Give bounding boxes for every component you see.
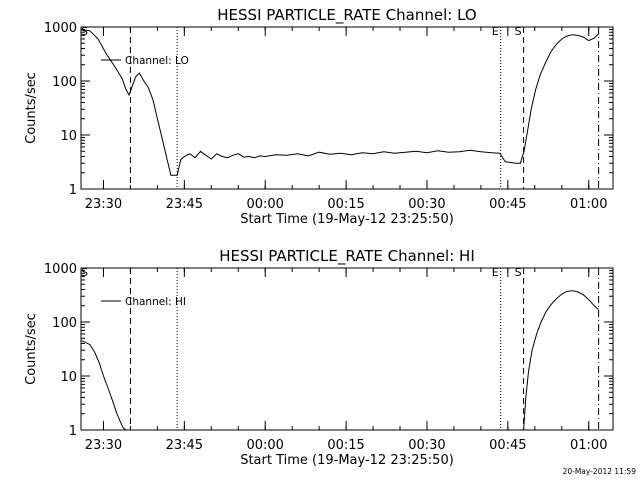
x-tick-label: 00:30 <box>408 197 445 212</box>
series-line <box>80 340 127 431</box>
y-tick-label: 10 <box>60 129 77 144</box>
plot-frame <box>80 26 614 190</box>
panel-lo: HESSI PARTICLE_RATE Channel: LO 1 10 100 100… <box>24 6 614 227</box>
y-tick-label: 1 <box>69 183 77 198</box>
chart-title: HESSI PARTICLE_RATE Channel: LO <box>217 6 476 25</box>
x-tick-label: 00:45 <box>489 197 526 212</box>
y-axis-label: Counts/sec <box>24 72 39 144</box>
chart-title: HESSI PARTICLE_RATE Channel: HI <box>219 247 475 266</box>
x-tick-label: 23:30 <box>85 197 122 212</box>
y-tick-label: 100 <box>52 75 77 90</box>
marker-annotation: S <box>515 266 522 279</box>
x-tick-label: 00:15 <box>327 438 364 453</box>
x-tick-label: 00:30 <box>408 438 445 453</box>
series-line <box>523 290 599 431</box>
x-tick-label: 01:00 <box>570 438 607 453</box>
marker-annotation: S <box>81 266 88 279</box>
x-tick-label: 00:15 <box>327 197 364 212</box>
y-tick-label: 10 <box>60 370 77 385</box>
marker-annotation: E <box>492 266 499 279</box>
marker-annotation: E <box>492 25 499 38</box>
series-line <box>80 29 599 176</box>
x-axis-label: Start Time (19-May-12 23:25:50) <box>240 212 454 227</box>
x-tick-label: 01:00 <box>570 197 607 212</box>
x-tick-label: 00:00 <box>246 438 283 453</box>
marker-annotation: S <box>515 25 522 38</box>
legend-label: Channel: LO <box>125 55 189 67</box>
y-tick-label: 1000 <box>44 21 77 36</box>
panel-hi: HESSI PARTICLE_RATE Channel: HI 1 10 100 100… <box>24 247 614 468</box>
x-tick-label: 23:30 <box>85 438 122 453</box>
y-tick-label: 100 <box>52 316 77 331</box>
plot-frame <box>80 267 614 431</box>
y-tick-label: 1000 <box>44 262 77 277</box>
x-tick-label: 23:45 <box>166 438 203 453</box>
x-tick-label: 00:00 <box>246 197 283 212</box>
marker-annotation: S <box>81 25 88 38</box>
y-axis-label: Counts/sec <box>24 313 39 385</box>
x-tick-label: 00:45 <box>489 438 526 453</box>
legend-label: Channel: HI <box>125 296 186 308</box>
x-axis-label: Start Time (19-May-12 23:25:50) <box>240 453 454 468</box>
y-tick-label: 1 <box>69 424 77 439</box>
footer-timestamp: 20-May-2012 11:59 <box>563 467 637 476</box>
x-tick-label: 23:45 <box>166 197 203 212</box>
